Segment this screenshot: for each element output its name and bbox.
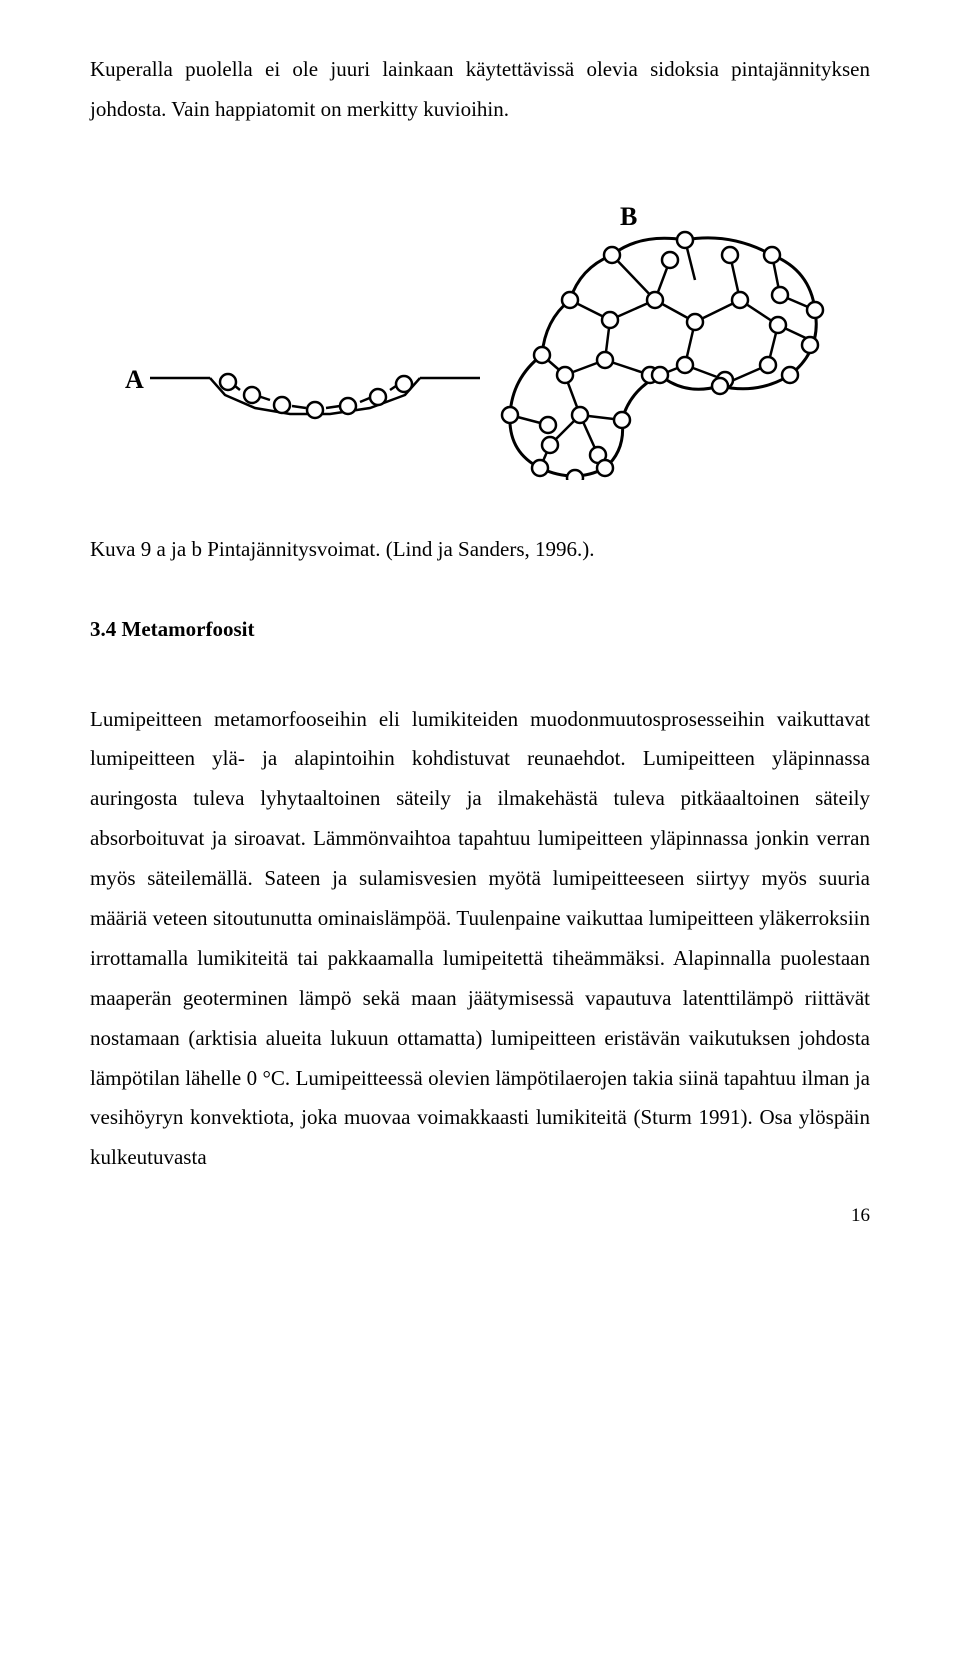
body-paragraph: Lumipeitteen metamorfooseihin eli lumiki… xyxy=(90,700,870,1179)
figure-caption: Kuva 9 a ja b Pintajännitysvoimat. (Lind… xyxy=(90,530,870,570)
figure-9: B A xyxy=(90,200,870,480)
figure-label-b: B xyxy=(620,202,637,231)
figure-svg: B A xyxy=(110,200,840,480)
intro-paragraph: Kuperalla puolella ei ole juuri lainkaan… xyxy=(90,50,870,130)
page-number: 16 xyxy=(90,1198,870,1234)
section-heading-3-4: 3.4 Metamorfoosit xyxy=(90,610,870,650)
figure-shape-b xyxy=(502,232,823,480)
figure-label-a: A xyxy=(125,365,144,394)
figure-shape-a xyxy=(150,374,480,418)
